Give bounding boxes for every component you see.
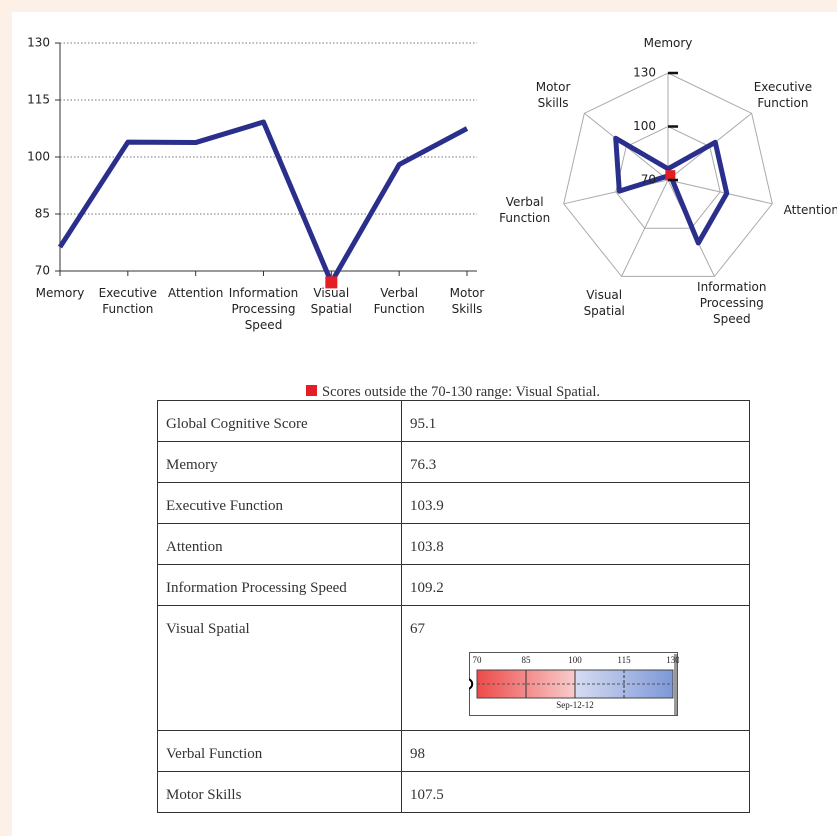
outlier-marker <box>325 276 338 289</box>
y-tick-label: 70 <box>35 264 50 278</box>
axis-label: Attention <box>783 203 837 218</box>
grid-ring <box>615 125 721 229</box>
value-text: 76.3 <box>410 457 437 473</box>
outlier-marker <box>665 170 676 181</box>
y-tick-label: 85 <box>35 207 50 221</box>
gauge-marker <box>469 678 474 690</box>
spoke <box>667 179 773 205</box>
row-label: Information Processing Speed <box>157 564 402 606</box>
value-text: 103.8 <box>410 539 444 555</box>
row-label: Verbal Function <box>157 730 402 772</box>
spoke <box>563 179 669 205</box>
charts: 70 85 100 115 130 70 100 130 <box>27 36 773 289</box>
axis-label: Verbal Function <box>499 195 551 226</box>
gauge-tick-label: 130 <box>666 655 679 665</box>
value-text: 95.1 <box>410 416 437 432</box>
gauge-tick-label: 85 <box>522 655 532 665</box>
row-label: Visual Spatial <box>157 605 402 731</box>
gauge-tick-label: 115 <box>617 655 631 665</box>
value-text: 103.9 <box>410 498 444 514</box>
legend-swatch <box>306 385 318 396</box>
table-row: Verbal Function 98 <box>157 730 750 772</box>
table-row: Memory 76.3 <box>157 441 750 483</box>
axis-label: Motor Skills <box>535 79 571 110</box>
table-row: Global Cognitive Score 95.1 <box>157 400 750 442</box>
row-label: Global Cognitive Score <box>157 400 402 442</box>
table-row: Motor Skills 107.5 <box>157 771 750 813</box>
gauge-date: Sep-12-12 <box>556 700 594 710</box>
x-tick-label: Executive Function <box>98 286 158 316</box>
legend-note: Scores outside the 70-130 range: Visual … <box>0 384 837 401</box>
table-row: Executive Function 103.9 <box>157 482 750 524</box>
gauge-tick-label: 70 <box>473 655 483 665</box>
axis-label: Visual Spatial <box>583 288 625 319</box>
table-row: Attention 103.8 <box>157 523 750 565</box>
axis-label: Executive Function <box>753 79 813 110</box>
legend-text: Scores outside the 70-130 range: Visual … <box>322 384 600 400</box>
value-text: 107.5 <box>410 787 444 803</box>
x-tick-label: Visual Spatial <box>310 286 352 316</box>
row-label: Executive Function <box>157 482 402 524</box>
row-value: 103.9 <box>401 482 750 524</box>
gauge-tick-label: 100 <box>568 655 582 665</box>
row-value: 103.8 <box>401 523 750 565</box>
y-tick-label: 130 <box>27 36 50 50</box>
row-label: Memory <box>157 441 402 483</box>
axis-label: Memory <box>643 36 693 50</box>
x-tick-label: Motor Skills <box>449 286 485 316</box>
r-tick-label: 70 <box>641 173 656 187</box>
row-value: 76.3 <box>401 441 750 483</box>
value-text: 98 <box>410 746 425 762</box>
row-value: 95.1 <box>401 400 750 442</box>
row-value: 107.5 <box>401 771 750 813</box>
row-value: 98 <box>401 730 750 772</box>
x-tick-label: Memory <box>35 286 85 300</box>
x-tick-label: Attention <box>167 286 224 300</box>
radar-line <box>613 135 730 246</box>
value-text: 109.2 <box>410 580 444 596</box>
spoke <box>621 179 669 277</box>
r-tick-label: 100 <box>633 119 656 133</box>
data-line <box>57 119 469 285</box>
r-tick-label: 130 <box>633 66 656 80</box>
row-label: Motor Skills <box>157 771 402 813</box>
row-value: 109.2 <box>401 564 750 606</box>
table-row: Information Processing Speed 109.2 <box>157 564 750 606</box>
score-table: Global Cognitive Score 95.1 Memory 76.3 Exec… <box>157 400 750 813</box>
x-tick-label: Information Processing Speed <box>228 286 299 332</box>
x-tick-label: Verbal Function <box>373 286 425 316</box>
row-label: Attention <box>157 523 402 565</box>
y-tick-label: 100 <box>27 150 50 164</box>
value-text: 67 <box>410 621 425 637</box>
grid-ring <box>563 72 773 277</box>
y-tick-label: 115 <box>27 93 50 107</box>
gauge-shadow <box>674 654 677 715</box>
axis-label: Information Processing Speed <box>697 280 767 327</box>
